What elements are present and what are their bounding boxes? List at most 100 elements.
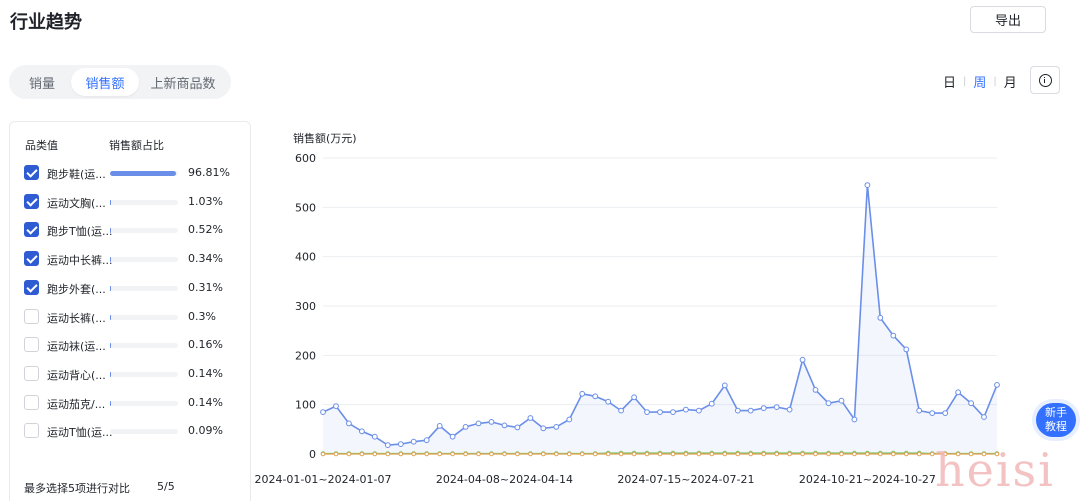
checkbox-unchecked[interactable] (24, 337, 39, 353)
data-point (865, 451, 870, 457)
tab-new-products[interactable]: 上新商品数 (150, 76, 216, 92)
data-point (592, 393, 599, 400)
trend-chart: 销售额(万元) 0 100 200 300 400 500 600 2024-01-01~202… (252, 126, 1012, 501)
period-day[interactable]: 日 (943, 75, 957, 91)
data-point (839, 451, 844, 457)
period-divider: | (993, 75, 997, 87)
data-point (747, 407, 754, 414)
category-row[interactable]: 运动文胸(... 1.03% (24, 192, 246, 212)
data-point (955, 451, 961, 457)
tab-sales-amount[interactable]: 销售额 (71, 68, 139, 96)
data-point (644, 409, 650, 416)
period-switch: 日 | 周 | 月 (940, 70, 1020, 92)
data-point (696, 407, 702, 414)
y-tick-label: 400 (295, 251, 316, 264)
data-point (579, 451, 585, 457)
export-button[interactable]: 导出 (970, 6, 1046, 33)
data-point (501, 422, 508, 429)
share-bar-track (110, 257, 178, 263)
share-bar-track (110, 228, 178, 234)
data-point (812, 387, 819, 393)
data-point (410, 438, 417, 445)
data-point (994, 382, 1000, 388)
data-point (475, 420, 482, 427)
data-point (878, 451, 883, 457)
share-bar-track (110, 314, 178, 320)
checkbox-checked[interactable] (24, 222, 39, 238)
data-point (450, 451, 455, 457)
data-point (541, 451, 546, 457)
data-point (968, 451, 974, 457)
category-name: 跑步T恤(运... (47, 225, 113, 239)
category-row[interactable]: 运动中长裤... 0.34% (24, 249, 246, 269)
metric-tabs: 销量 销售额 上新商品数 (9, 65, 231, 99)
data-point (502, 451, 507, 457)
checkbox-unchecked[interactable] (24, 308, 39, 324)
checkbox-checked[interactable] (24, 251, 39, 267)
data-point (540, 425, 547, 432)
data-point (774, 451, 780, 457)
data-point (955, 389, 961, 396)
data-point (657, 451, 663, 457)
category-row[interactable]: 运动袜(运... 0.16% (24, 335, 246, 355)
data-point (359, 428, 365, 435)
category-name: 运动中长裤... (47, 254, 113, 268)
category-row[interactable]: 跑步外套(... 0.31% (24, 278, 246, 298)
data-point (929, 451, 935, 457)
checkbox-unchecked[interactable] (24, 365, 39, 381)
data-point (528, 451, 533, 457)
data-point (592, 451, 598, 457)
trend-chart-svg: 销售额(万元) 0 100 200 300 400 500 600 2024-01-01~202… (254, 131, 1000, 486)
data-point (709, 451, 715, 457)
tutorial-line-2: 教程 (1045, 420, 1067, 433)
data-point (346, 420, 352, 427)
category-row[interactable]: 运动长裤(... 0.3% (24, 307, 246, 327)
checkbox-checked[interactable] (24, 193, 39, 209)
data-point (696, 451, 702, 457)
period-month[interactable]: 月 (1003, 75, 1017, 91)
data-point (891, 451, 896, 457)
page-title: 行业趋势 (10, 12, 82, 33)
data-point (981, 414, 987, 420)
category-row[interactable]: 运动T恤(运... 0.09% (24, 421, 246, 441)
data-point (670, 409, 676, 416)
checkbox-unchecked[interactable] (24, 394, 39, 410)
tutorial-line-1: 新手 (1045, 406, 1067, 419)
tutorial-button[interactable]: 新手 教程 (1036, 403, 1076, 437)
category-name: 运动T恤(运... (47, 426, 113, 440)
category-name: 运动袜(运... (47, 340, 106, 354)
data-point (813, 451, 818, 457)
data-point (423, 437, 430, 444)
share-bar-track (110, 371, 178, 377)
share-bar-track (110, 285, 178, 291)
category-row[interactable]: 运动背心(... 0.14% (24, 364, 246, 384)
checkbox-checked[interactable] (24, 279, 39, 295)
category-panel: 品类值 销售额占比 跑步鞋(运... 96.81% 运动文胸(... 1.03% 跑步T… (9, 121, 251, 501)
x-tick-label: 2024-07-15~2024-07-21 (617, 473, 754, 486)
data-point (605, 451, 611, 457)
x-tick-label: 2024-01-01~2024-01-07 (254, 473, 391, 486)
category-row[interactable]: 跑步T恤(运... 0.52% (24, 220, 246, 240)
data-point (786, 406, 793, 413)
share-bar-track (110, 343, 178, 349)
data-point (372, 451, 378, 457)
data-point (424, 451, 429, 457)
checkbox-checked[interactable] (24, 165, 39, 180)
y-tick-label: 300 (295, 300, 316, 313)
data-point (826, 451, 831, 457)
data-point (618, 407, 625, 414)
data-point (514, 424, 521, 431)
period-week[interactable]: 周 (973, 75, 987, 91)
data-point (411, 451, 416, 457)
data-point (773, 404, 780, 411)
data-point (398, 451, 404, 457)
tab-sales-volume[interactable]: 销量 (28, 76, 55, 92)
data-point (437, 451, 442, 457)
checkbox-unchecked[interactable] (24, 423, 39, 439)
category-name: 运动文胸(... (47, 196, 106, 210)
category-row[interactable]: 跑步鞋(运... 96.81% (24, 163, 246, 183)
category-row[interactable]: 运动茄克/... 0.14% (24, 393, 246, 413)
share-bar-track (110, 400, 178, 406)
info-button[interactable] (1030, 66, 1060, 94)
y-tick-label: 0 (309, 448, 316, 461)
